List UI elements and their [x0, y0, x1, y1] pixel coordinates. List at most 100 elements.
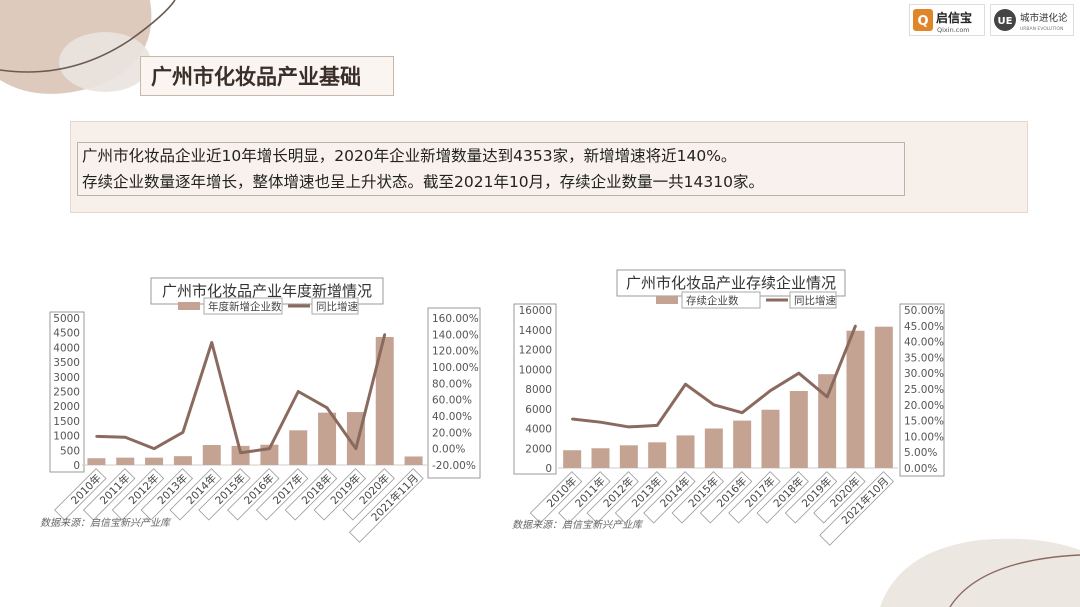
left-tick-label: 4500 — [53, 328, 80, 340]
growth-point — [712, 403, 716, 406]
growth-point — [797, 372, 801, 375]
x-tick-box — [728, 471, 781, 524]
data-source: 数据来源：启信宝新兴产业库 — [512, 519, 644, 531]
right-tick-label: 15.00% — [904, 416, 944, 428]
left-tick-label: 1500 — [53, 416, 80, 428]
left-tick-label: 2500 — [53, 387, 80, 399]
chart-title: 广州市化妆品产业年度新增情况 — [162, 282, 372, 300]
bar — [648, 442, 667, 468]
left-tick-label: 3500 — [53, 357, 80, 369]
growth-point — [769, 389, 772, 392]
bar — [591, 448, 610, 468]
x-tick-box — [82, 468, 136, 521]
bar — [318, 412, 337, 465]
right-tick-label: 80.00% — [432, 378, 472, 390]
bar — [87, 458, 106, 465]
right-tick-label: 20.00% — [432, 427, 472, 439]
growth-point — [210, 341, 213, 344]
growth-point — [152, 447, 156, 450]
left-tick-label: 16000 — [519, 305, 552, 317]
decor-top-left — [0, 0, 176, 94]
logo-domain: Qixin.com — [937, 26, 970, 34]
left-tick-label: 10000 — [519, 364, 552, 376]
legend-line-box — [789, 291, 837, 309]
x-tick-box — [586, 471, 639, 524]
bar — [375, 337, 394, 465]
legend-bar-label: 年度新增企业数 — [208, 300, 282, 313]
x-tick-box — [813, 471, 866, 524]
left-tick-label: 2000 — [525, 443, 552, 455]
left-axis-box — [49, 311, 85, 473]
x-tick-box — [198, 468, 251, 521]
intro-text: 广州市化妆品企业近10年增长明显，2020年企业新增数量达到4353家，新增增速… — [77, 142, 905, 196]
growth-point — [740, 411, 744, 414]
legend-bar-swatch — [178, 302, 200, 310]
left-tick-label: 4000 — [525, 424, 552, 436]
right-tick-label: 25.00% — [904, 384, 944, 396]
page-title: 广州市化妆品产业基础 — [140, 56, 394, 96]
x-tick-box — [756, 471, 809, 524]
right-tick-label: 35.00% — [904, 352, 944, 364]
x-tick-box — [111, 468, 165, 521]
bar — [818, 374, 837, 468]
logo2-text: 城市进化论 — [1020, 12, 1068, 24]
chart-title: 广州市化妆品产业存续企业情况 — [626, 274, 836, 292]
left-tick-label: 4000 — [53, 342, 80, 354]
growth-point — [181, 431, 185, 434]
growth-point — [297, 390, 300, 393]
x-tick-box — [699, 471, 753, 524]
x-tick-box — [784, 471, 838, 524]
right-tick-label: 50.00% — [904, 305, 944, 317]
bar — [789, 390, 808, 468]
x-tick-box — [140, 468, 194, 521]
left-tick-label: 0 — [545, 463, 552, 475]
legend-bar-box — [203, 297, 283, 315]
legend-bar-label: 存续企业数 — [686, 294, 739, 307]
x-tick-box — [671, 471, 724, 524]
x-tick-box — [169, 468, 222, 521]
growth-point — [825, 395, 829, 399]
intro-panel: 广州市化妆品企业近10年增长明显，2020年企业新增数量达到4353家，新增增速… — [70, 121, 1028, 213]
urban-evolution-logo: UE 城市进化论 URBAN EVOLUTION — [990, 4, 1074, 36]
growth-point — [383, 333, 386, 336]
bar — [704, 428, 723, 468]
bar — [145, 457, 164, 465]
x-tick-box — [255, 468, 309, 521]
right-tick-label: 45.00% — [904, 321, 944, 333]
svg-text:Q: Q — [917, 14, 928, 29]
logo2-mark: UE — [998, 16, 1013, 27]
left-tick-label: 14000 — [519, 325, 552, 337]
right-tick-label: 10.00% — [904, 431, 944, 443]
x-tick-box — [342, 468, 395, 521]
growth-point — [684, 383, 687, 386]
legend-line-box — [311, 297, 359, 315]
left-tick-label: 5000 — [53, 313, 80, 325]
left-tick-label: 0 — [73, 460, 80, 472]
growth-point — [854, 324, 857, 327]
right-axis-box — [427, 307, 481, 479]
x-tick-box — [529, 471, 583, 524]
intro-line-2: 存续企业数量逐年增长，整体增速也呈上升状态。截至2021年10月，存续企业数量一… — [82, 173, 764, 191]
left-tick-label: 2000 — [53, 401, 80, 413]
left-tick-label: 3000 — [53, 372, 80, 384]
growth-point — [239, 451, 242, 454]
x-tick-box — [819, 471, 894, 546]
growth-point — [325, 406, 329, 410]
right-tick-label: 120.00% — [432, 346, 479, 358]
data-source: 数据来源：启信宝新兴产业库 — [40, 517, 172, 529]
right-tick-label: 60.00% — [432, 395, 472, 407]
bar — [563, 450, 582, 468]
right-tick-label: -20.00% — [432, 460, 476, 472]
right-tick-label: 40.00% — [432, 411, 472, 423]
bar — [619, 445, 638, 468]
qixin-logo: Q 启信宝 Qixin.com — [909, 4, 985, 36]
bar — [289, 430, 308, 465]
bar — [676, 435, 695, 468]
right-tick-label: 140.00% — [432, 329, 479, 341]
growth-point — [655, 424, 659, 427]
left-tick-label: 12000 — [519, 345, 552, 357]
growth-point — [627, 425, 631, 429]
right-axis-box — [899, 303, 945, 477]
